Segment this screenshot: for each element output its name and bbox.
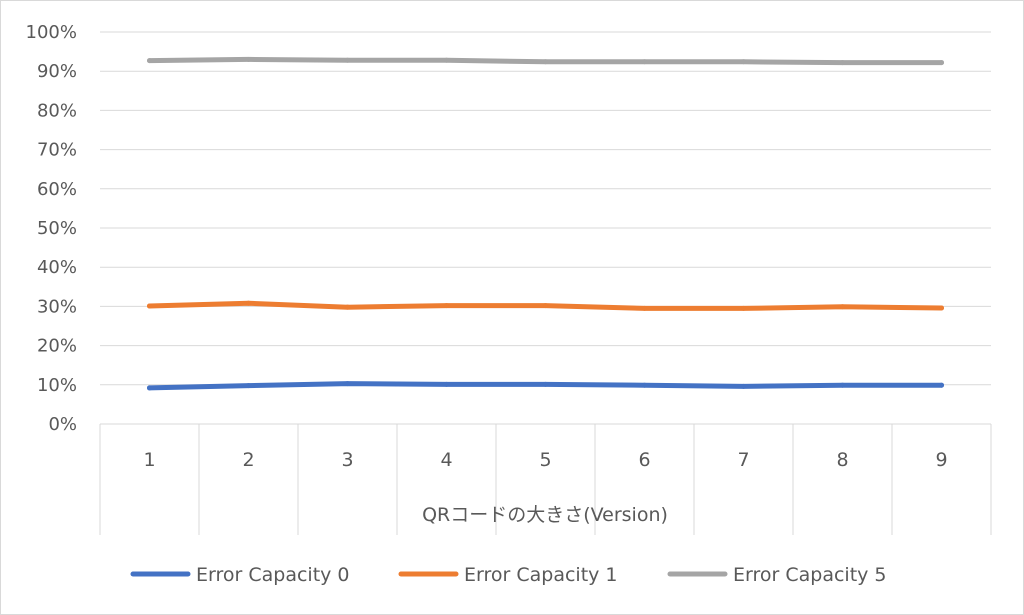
data-point (543, 303, 548, 309)
legend: Error Capacity 0 Error Capacity 1 Error Ca… (130, 564, 887, 586)
data-point (444, 303, 449, 309)
data-point (246, 56, 251, 62)
x-axis-ticks: 1 2 3 4 5 6 7 8 9 (143, 449, 947, 471)
data-point (741, 59, 746, 65)
data-point (543, 59, 548, 65)
data-point (840, 304, 845, 310)
data-point (444, 57, 449, 63)
data-point (345, 381, 350, 387)
y-tick-label: 70% (37, 140, 77, 161)
data-point (147, 385, 152, 391)
x-tick-label: 4 (440, 449, 452, 471)
data-point (840, 382, 845, 388)
data-point (642, 59, 647, 65)
legend-label: Error Capacity 5 (733, 564, 887, 586)
data-point (444, 381, 449, 387)
data-point (147, 58, 152, 64)
data-point (642, 305, 647, 311)
data-point (345, 57, 350, 63)
x-tick-label: 5 (539, 449, 551, 471)
x-axis-title: QRコードの大きさ(Version) (422, 504, 668, 526)
y-tick-label: 20% (37, 336, 77, 357)
legend-label: Error Capacity 0 (196, 564, 350, 586)
y-tick-label: 100% (26, 22, 77, 43)
x-tick-label: 6 (638, 449, 650, 471)
data-point (939, 305, 944, 311)
y-tick-label: 30% (37, 296, 77, 317)
data-point (741, 383, 746, 389)
data-point (246, 383, 251, 389)
data-point (345, 304, 350, 310)
gridlines (100, 31, 991, 386)
x-tick-label: 1 (143, 449, 155, 471)
data-point (741, 305, 746, 311)
x-tick-label: 9 (935, 449, 947, 471)
y-tick-label: 60% (37, 179, 77, 200)
y-tick-label: 0% (48, 414, 77, 435)
data-point (246, 300, 251, 306)
data-point (939, 60, 944, 66)
y-tick-label: 10% (37, 375, 77, 396)
data-point (543, 381, 548, 387)
series-lines (147, 56, 944, 391)
y-tick-label: 50% (37, 218, 77, 239)
y-tick-label: 90% (37, 61, 77, 82)
x-tick-label: 8 (836, 449, 848, 471)
x-tick-label: 7 (737, 449, 749, 471)
data-point (840, 60, 845, 66)
y-axis-ticks: 0% 10% 20% 30% 40% 50% 60% 70% 80% 90% 100% (26, 22, 77, 435)
data-point (642, 382, 647, 388)
axes (99, 423, 992, 535)
data-point (939, 382, 944, 388)
y-tick-label: 80% (37, 100, 77, 121)
x-tick-label: 2 (242, 449, 254, 471)
data-point (147, 303, 152, 309)
legend-label: Error Capacity 1 (464, 564, 618, 586)
y-tick-label: 40% (37, 257, 77, 278)
x-tick-label: 3 (341, 449, 353, 471)
